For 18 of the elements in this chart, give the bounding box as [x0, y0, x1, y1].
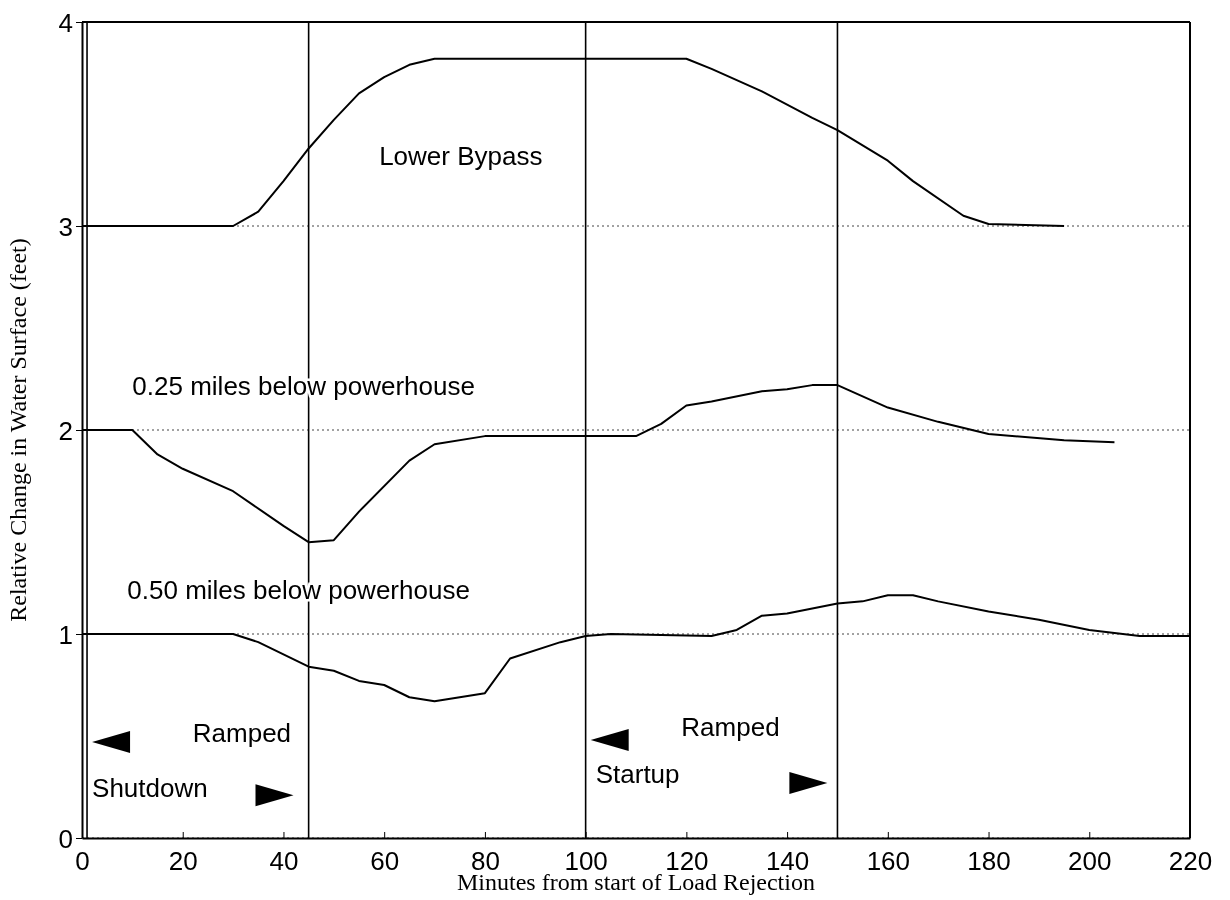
x-tick-label: 220 [1168, 845, 1213, 876]
y-tick-label: 3 [58, 211, 73, 242]
x-tick-label: 20 [168, 845, 198, 876]
x-tick-label: 40 [269, 845, 299, 876]
annotation: Ramped [192, 718, 292, 749]
series-label: Lower Bypass [379, 140, 543, 171]
y-tick-label: 4 [58, 7, 73, 38]
x-tick-label: 200 [1068, 845, 1112, 876]
y-tick-label: 2 [58, 415, 73, 446]
y-axis-title: Relative Change in Water Surface (feet) [5, 238, 31, 622]
y-tick-label: 1 [58, 619, 73, 650]
x-tick-label: 180 [967, 845, 1011, 876]
annotation: Shutdown [92, 773, 208, 804]
annotation: Startup [595, 758, 680, 789]
y-tick-label: 0 [58, 823, 73, 854]
x-tick-label: 160 [866, 845, 911, 876]
x-tick-label: 60 [370, 845, 400, 876]
annotation: Ramped [681, 712, 780, 742]
